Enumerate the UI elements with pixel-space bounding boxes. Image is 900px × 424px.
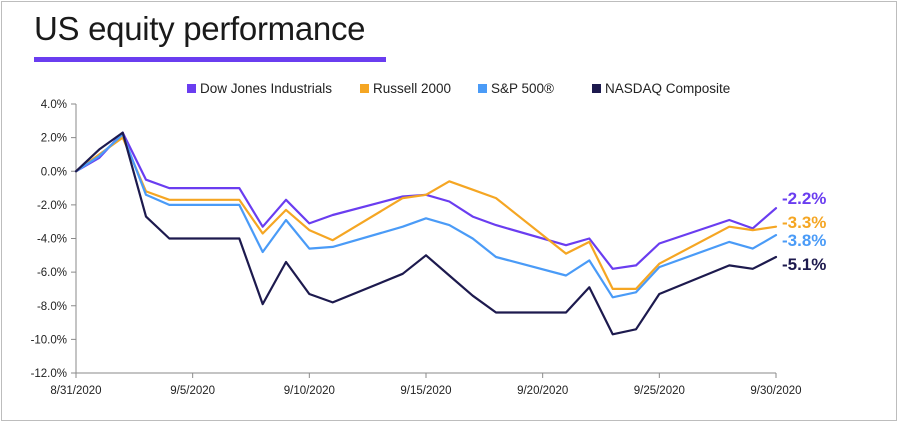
legend-label: Dow Jones Industrials xyxy=(200,81,332,96)
y-tick-label: -12.0% xyxy=(31,368,67,380)
x-tick-label: 9/20/2020 xyxy=(517,385,568,397)
x-tick-label: 9/10/2020 xyxy=(284,385,335,397)
series-line xyxy=(74,133,778,299)
series-end-label: -5.1% xyxy=(782,255,826,274)
page-title: US equity performance xyxy=(34,10,366,47)
series-end-label: -2.2% xyxy=(782,189,826,208)
series-end-label: -3.8% xyxy=(782,231,826,250)
series-line xyxy=(74,136,778,290)
chart-series xyxy=(74,131,778,336)
y-tick-label: -6.0% xyxy=(37,267,67,279)
series-line xyxy=(74,131,778,336)
y-tick-label: 0.0% xyxy=(41,166,67,178)
y-tick-label: -4.0% xyxy=(37,234,67,246)
series-end-label: -3.3% xyxy=(782,213,826,232)
x-tick-label: 9/15/2020 xyxy=(400,385,451,397)
legend-swatch xyxy=(360,84,369,93)
title-underline xyxy=(34,57,386,62)
legend-label: Russell 2000 xyxy=(373,81,451,96)
chart-legend: Dow Jones Industrials Russell 2000 S&P 500… xyxy=(187,81,730,96)
legend-label: NASDAQ Composite xyxy=(605,81,730,96)
x-tick-label: 8/31/2020 xyxy=(50,385,101,397)
legend-swatch xyxy=(592,84,601,93)
y-tick-label: -2.0% xyxy=(37,200,67,212)
legend-swatch xyxy=(187,84,196,93)
legend-swatch xyxy=(478,84,487,93)
x-tick-label: 9/25/2020 xyxy=(634,385,685,397)
chart-axes: 4.0% 2.0% 0.0% -2.0% -4.0% -6.0% -8.0% -10.0% -1… xyxy=(31,99,802,397)
end-labels: -2.2% -3.3%-3.8% -5.1% xyxy=(782,189,826,274)
y-tick-label: 4.0% xyxy=(41,99,67,111)
legend-label: S&P 500® xyxy=(491,81,554,96)
y-tick-label: 2.0% xyxy=(41,133,67,145)
y-tick-label: -10.0% xyxy=(31,334,67,346)
x-tick-label: 9/5/2020 xyxy=(170,385,215,397)
y-tick-label: -8.0% xyxy=(37,301,67,313)
x-tick-label: 9/30/2020 xyxy=(750,385,801,397)
